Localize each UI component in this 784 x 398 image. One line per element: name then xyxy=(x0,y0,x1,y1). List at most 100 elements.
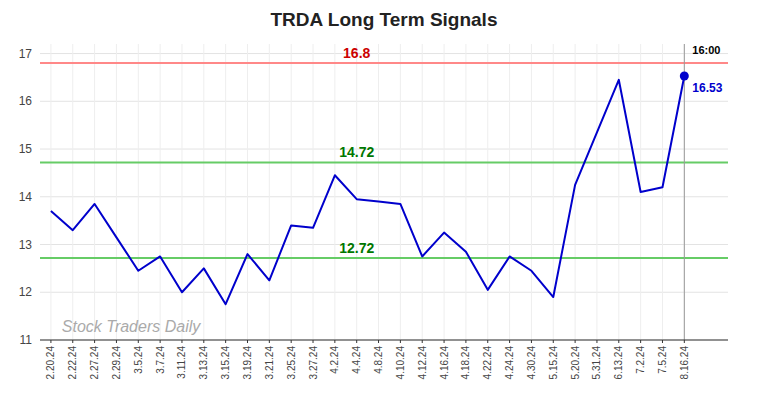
x-tick-label: 4.4.24 xyxy=(351,346,362,374)
x-tick xyxy=(94,340,95,343)
x-tick xyxy=(160,340,161,343)
grid-line-x xyxy=(203,44,204,340)
x-tick-label: 3.25.24 xyxy=(286,346,297,380)
grid-line-x xyxy=(575,44,576,340)
grid-line-y xyxy=(40,244,728,245)
x-tick-label: 3.15.24 xyxy=(220,346,231,380)
x-tick-label: 7.5.24 xyxy=(657,346,668,374)
x-tick xyxy=(444,340,445,343)
grid-line-x xyxy=(94,44,95,340)
x-tick-label: 4.18.24 xyxy=(460,346,471,380)
grid-line-x xyxy=(444,44,445,340)
grid-line-x xyxy=(269,44,270,340)
grid-line-x xyxy=(225,44,226,340)
x-tick xyxy=(400,340,401,343)
reference-line xyxy=(40,257,728,259)
grid-line-x xyxy=(509,44,510,340)
grid-line-y xyxy=(40,53,728,54)
y-tick-label: 16 xyxy=(19,94,33,108)
x-tick xyxy=(181,340,182,343)
x-tick xyxy=(334,340,335,343)
y-tick-label: 14 xyxy=(19,190,33,204)
title: TRDA Long Term Signals xyxy=(271,9,498,30)
grid-line-x xyxy=(400,44,401,340)
last-value-label: 16.53 xyxy=(692,81,722,95)
x-tick xyxy=(531,340,532,343)
grid-line-x xyxy=(596,44,597,340)
x-tick xyxy=(247,340,248,343)
grid-line-y xyxy=(40,101,728,102)
x-tick-label: 2.20.24 xyxy=(45,346,56,380)
x-tick xyxy=(138,340,139,343)
grid-line-x xyxy=(356,44,357,340)
grid-line-y xyxy=(40,196,728,197)
chart: 11 12 13 14 15 16 17 2.20.24 2.22.24 2.27.24 2.29.… xyxy=(0,0,784,398)
grid-line-x xyxy=(422,44,423,340)
x-tick-label: 2.29.24 xyxy=(111,346,122,380)
x-tick xyxy=(313,340,314,343)
last-time-label: 16:00 xyxy=(692,44,720,56)
price-line xyxy=(51,76,684,304)
plot-area xyxy=(40,44,728,340)
x-tick-label: 2.22.24 xyxy=(67,346,78,380)
x-tick-label: 4.24.24 xyxy=(504,346,515,380)
y-tick-label: 13 xyxy=(19,238,33,252)
x-tick-label: 4.16.24 xyxy=(439,346,450,380)
x-tick xyxy=(509,340,510,343)
x-tick xyxy=(72,340,73,343)
y-tick-label: 12 xyxy=(19,285,33,299)
x-tick xyxy=(662,340,663,343)
x-tick xyxy=(291,340,292,343)
last-point-marker-line xyxy=(684,44,685,340)
x-tick xyxy=(684,340,685,343)
grid-line-y xyxy=(40,340,728,341)
x-tick-label: 3.5.24 xyxy=(133,346,144,374)
grid-line-x xyxy=(247,44,248,340)
y-axis: 11 12 13 14 15 16 17 xyxy=(19,47,33,347)
reference-line xyxy=(40,161,728,163)
last-point xyxy=(680,71,689,80)
x-tick-label: 4.8.24 xyxy=(373,346,384,374)
y-tick-label: 15 xyxy=(19,142,33,156)
x-tick xyxy=(356,340,357,343)
x-tick-label: 5.31.24 xyxy=(591,346,602,380)
x-axis-line xyxy=(40,339,728,340)
x-tick-label: 3.13.24 xyxy=(198,346,209,380)
reference-line-label: 14.72 xyxy=(339,144,374,160)
grid-line-x xyxy=(116,44,117,340)
x-tick xyxy=(596,340,597,343)
x-tick-label: 8.16.24 xyxy=(679,346,690,380)
grid-line-y xyxy=(40,292,728,293)
x-tick-label: 4.22.24 xyxy=(482,346,493,380)
reference-line-label: 12.72 xyxy=(339,240,374,256)
x-tick-label: 3.7.24 xyxy=(155,346,166,374)
grid-line-x xyxy=(334,44,335,340)
grid-line-x xyxy=(662,44,663,340)
grid-line-x xyxy=(160,44,161,340)
grid-line-y xyxy=(40,149,728,150)
x-tick xyxy=(465,340,466,343)
grid xyxy=(40,44,728,340)
reference-line xyxy=(40,62,728,64)
grid-line-x xyxy=(72,44,73,340)
x-tick xyxy=(225,340,226,343)
y-tick-label: 11 xyxy=(20,333,33,347)
x-tick xyxy=(487,340,488,343)
x-tick-label: 4.30.24 xyxy=(526,346,537,380)
x-tick-label: 3.21.24 xyxy=(264,346,275,380)
x-tick-label: 7.2.24 xyxy=(635,346,646,374)
x-tick-label: 3.27.24 xyxy=(308,346,319,380)
y-tick-label: 17 xyxy=(19,47,33,61)
grid-line-x xyxy=(618,44,619,340)
x-tick xyxy=(553,340,554,343)
grid-line-x xyxy=(313,44,314,340)
x-tick xyxy=(269,340,270,343)
annotations: 16.814.7212.7216:0016.53Stock Traders Da… xyxy=(62,44,723,335)
x-tick-label: 4.2.24 xyxy=(329,346,340,374)
x-tick-label: 3.11.24 xyxy=(176,346,187,379)
grid-line-x xyxy=(181,44,182,340)
grid-line-x xyxy=(378,44,379,340)
grid-line-x xyxy=(465,44,466,340)
x-tick xyxy=(50,340,51,343)
x-tick-label: 2.27.24 xyxy=(89,346,100,380)
